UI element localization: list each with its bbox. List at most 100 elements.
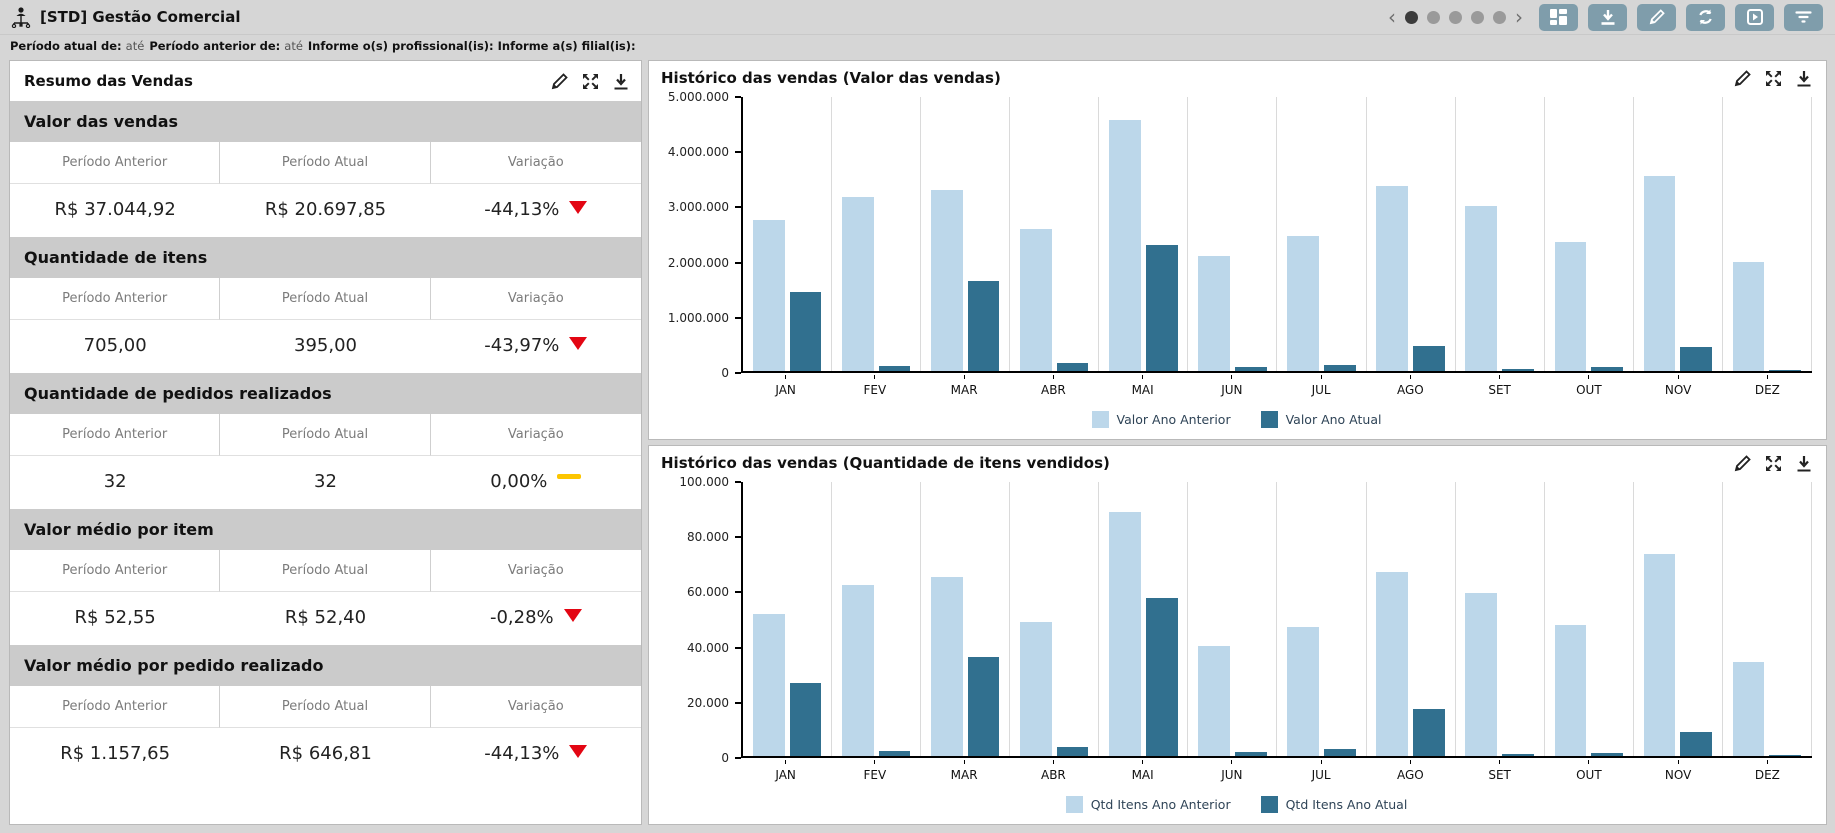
y-axis-label: 0: [721, 366, 729, 380]
pager-prev-icon[interactable]: ‹: [1388, 5, 1396, 29]
legend-item[interactable]: Valor Ano Anterior: [1091, 411, 1231, 428]
edit-icon[interactable]: [1734, 69, 1751, 87]
bar-jun: [1234, 751, 1267, 756]
month-group-out: [1545, 97, 1634, 371]
filter-label-0: Período atual de:: [10, 39, 122, 53]
legend-swatch: [1260, 411, 1278, 428]
column-header: Período Atual: [220, 414, 431, 456]
section-title: Valor médio por item: [10, 509, 641, 550]
bar-out: [1591, 752, 1623, 756]
month-group-abr: [1010, 482, 1100, 756]
previous-period-value: R$ 1.157,65: [60, 743, 171, 764]
layout-button[interactable]: [1539, 3, 1578, 31]
bar-set: [1502, 368, 1534, 371]
filter-button[interactable]: [1784, 3, 1823, 31]
bar-fev: [841, 584, 874, 756]
variation-text: -44,13%: [484, 743, 560, 764]
edit-icon: [1649, 9, 1665, 25]
trend-down-icon: [569, 745, 588, 758]
pager-dot[interactable]: [1449, 10, 1462, 24]
bar-abr: [1020, 228, 1052, 371]
bar-abr: [1056, 747, 1089, 756]
bar-mai: [1145, 244, 1178, 371]
bar-jan: [752, 220, 785, 371]
current-period-value: 395,00: [294, 335, 357, 356]
legend-swatch: [1260, 796, 1278, 813]
legend-item[interactable]: Qtd Itens Ano Atual: [1260, 796, 1407, 813]
y-axis-tick: [735, 261, 741, 264]
download-icon[interactable]: [1796, 70, 1812, 87]
current-period-value: R$ 646,81: [279, 743, 372, 764]
filter-suffix: até: [125, 39, 145, 53]
edit-button[interactable]: [1637, 3, 1676, 31]
x-axis-label: JUL: [1277, 758, 1366, 785]
month-group-mai: [1099, 97, 1189, 371]
edit-icon[interactable]: [1734, 454, 1751, 472]
plot-grid: [741, 97, 1812, 373]
bar-nov: [1680, 346, 1713, 371]
trend-down-icon: [569, 201, 588, 214]
bar-jun: [1198, 255, 1230, 371]
pager-dot-active[interactable]: [1405, 10, 1418, 24]
variation-value: -44,13%: [431, 728, 641, 781]
y-axis-label: 100.000: [679, 475, 729, 489]
bar-mai: [1145, 598, 1178, 756]
legend-swatch: [1065, 796, 1083, 813]
bar-jul: [1324, 749, 1356, 756]
month-group-jun: [1188, 97, 1278, 371]
section-title: Valor das vendas: [10, 101, 641, 142]
variation-text: -44,13%: [484, 199, 560, 220]
pager-dot[interactable]: [1471, 10, 1484, 24]
legend-item[interactable]: Qtd Itens Ano Anterior: [1065, 796, 1231, 813]
month-group-nov: [1634, 97, 1723, 371]
column-header: Período Atual: [220, 686, 431, 728]
pager-dot[interactable]: [1493, 10, 1506, 24]
x-axis-label: NOV: [1634, 373, 1723, 400]
edit-icon[interactable]: [551, 72, 568, 90]
download-icon[interactable]: [1796, 455, 1812, 472]
y-axis-tick: [735, 536, 741, 539]
current-period-value: R$ 52,40: [284, 607, 367, 628]
refresh-icon: [1697, 9, 1714, 25]
expand-icon[interactable]: [1765, 455, 1782, 472]
bar-ago: [1376, 185, 1409, 371]
items-qty-chart-card: Histórico das vendas (Quantidade de iten…: [648, 445, 1827, 825]
bar-jun: [1198, 646, 1230, 756]
month-group-set: [1456, 97, 1545, 371]
column-headers: Período Anterior Período Atual Variação: [10, 414, 641, 456]
x-axis-label: JUN: [1187, 373, 1276, 400]
month-group-jan: [743, 97, 833, 371]
bar-dez: [1732, 261, 1765, 371]
download-icon[interactable]: [613, 73, 629, 90]
legend-item[interactable]: Valor Ano Atual: [1260, 411, 1381, 428]
x-axis-label: ABR: [1009, 373, 1098, 400]
expand-icon[interactable]: [1765, 70, 1782, 87]
x-axis-label: DEZ: [1723, 373, 1812, 400]
month-group-fev: [832, 482, 922, 756]
pager-next-icon[interactable]: ›: [1515, 5, 1523, 29]
pager-dot[interactable]: [1427, 10, 1440, 24]
y-axis: 0 20.000 40.000 60.000 80.000 100.000: [661, 475, 741, 765]
chart-plot-area: 0 20.000 40.000 60.000 80.000 100.000: [661, 475, 1812, 765]
section-values: R$ 52,55 R$ 52,40 -0,28%: [10, 592, 641, 645]
bar-fev: [878, 366, 911, 371]
bar-fev: [841, 196, 874, 371]
presentation-button[interactable]: [1735, 3, 1774, 31]
section-title: Quantidade de pedidos realizados: [10, 373, 641, 414]
bar-jul: [1287, 235, 1319, 371]
expand-icon[interactable]: [582, 73, 599, 90]
y-axis-label: 80.000: [687, 530, 729, 545]
x-axis-label: MAR: [920, 758, 1009, 785]
bar-nov: [1643, 554, 1676, 756]
section-values: R$ 37.044,92 R$ 20.697,85 -44,13%: [10, 184, 641, 237]
bar-dez: [1769, 755, 1802, 756]
x-axis-spacer: [661, 758, 741, 785]
legend-label: Qtd Itens Ano Anterior: [1090, 797, 1231, 812]
current-period-value: R$ 20.697,85: [264, 199, 387, 220]
chart-legend: Qtd Itens Ano Anterior Qtd Itens Ano Atua…: [661, 785, 1812, 820]
y-axis-tick: [735, 206, 741, 209]
download-button[interactable]: [1588, 3, 1627, 31]
section-title: Quantidade de itens: [10, 237, 641, 278]
bar-jul: [1287, 627, 1319, 756]
refresh-button[interactable]: [1686, 3, 1725, 31]
